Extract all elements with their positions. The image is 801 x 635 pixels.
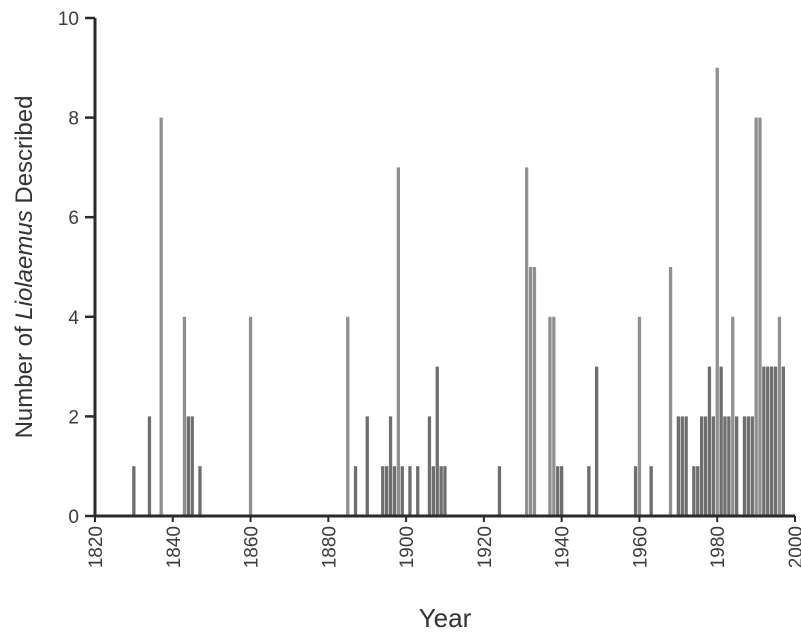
x-tick-label-1840: 1840 xyxy=(164,526,185,568)
y-tick-label-6: 6 xyxy=(68,208,79,229)
bar-1837-2 xyxy=(159,117,163,516)
bar-1997-63 xyxy=(781,366,785,516)
bar-1977-44 xyxy=(703,416,708,516)
x-tick-label-1820: 1820 xyxy=(86,526,107,568)
bar-1971-39 xyxy=(680,416,684,516)
x-tick-label-1900: 1900 xyxy=(397,526,418,568)
y-axis-title: Number of Liolaemus Described xyxy=(11,96,38,439)
bar-1974-41 xyxy=(692,466,696,516)
bar-1897-14 xyxy=(392,466,397,516)
bar-1908-21 xyxy=(435,366,439,516)
x-tick-label-1920: 1920 xyxy=(475,526,496,568)
bar-1960-35 xyxy=(637,316,642,516)
y-tick-label-8: 8 xyxy=(68,109,79,130)
bar-1844-4 xyxy=(186,416,190,516)
bar-1899-16 xyxy=(400,466,404,516)
bar-1834-1 xyxy=(147,416,152,516)
y-axis-title-part-1: Number of xyxy=(11,320,38,439)
bar-1989-55 xyxy=(750,416,754,516)
bar-1982-49 xyxy=(723,416,727,516)
bar-1903-18 xyxy=(416,466,420,516)
bar-1988-54 xyxy=(746,416,750,516)
x-tick-label-1980: 1980 xyxy=(708,526,729,568)
bar-1972-40 xyxy=(684,416,688,516)
bar-1901-17 xyxy=(408,466,412,516)
y-tick-label-2: 2 xyxy=(68,407,79,428)
bar-1932-26 xyxy=(528,267,533,516)
bar-1898-15 xyxy=(396,167,400,516)
bar-1939-30 xyxy=(556,466,560,516)
bar-1931-25 xyxy=(525,167,529,516)
bar-1938-29 xyxy=(552,316,556,516)
bar-1887-9 xyxy=(353,466,358,516)
y-tick-label-10: 10 xyxy=(58,9,79,30)
bar-1894-11 xyxy=(381,466,385,516)
bar-1847-6 xyxy=(198,466,202,516)
bar-1910-23 xyxy=(443,466,447,516)
tick-labels: 0 2 4 6 8 10 1820 1840 1860 1880 1900 1920 1940 1960 1… xyxy=(58,9,801,568)
bar-1980-47 xyxy=(715,67,719,517)
bar-1992-58 xyxy=(762,366,766,516)
bar-1959-34 xyxy=(633,466,638,516)
bar-1994-60 xyxy=(770,366,774,516)
x-tick-label-1860: 1860 xyxy=(242,526,263,568)
x-tick-label-1880: 1880 xyxy=(319,526,340,568)
bar-1995-61 xyxy=(773,366,778,516)
bar-1970-38 xyxy=(676,416,680,516)
bar-1909-22 xyxy=(439,466,443,516)
bar-1895-12 xyxy=(385,466,389,516)
bar-1978-45 xyxy=(707,366,712,516)
bar-1885-8 xyxy=(346,316,350,516)
bar-1987-53 xyxy=(742,416,747,516)
bar-1860-7 xyxy=(248,316,253,516)
bar-1907-20 xyxy=(431,466,435,516)
bar-1896-13 xyxy=(388,416,393,516)
bar-1940-31 xyxy=(560,466,564,516)
bar-1979-46 xyxy=(711,416,715,516)
bar-1843-3 xyxy=(182,316,187,516)
bar-1984-51 xyxy=(731,316,735,516)
axes xyxy=(85,16,796,522)
bar-1975-42 xyxy=(696,466,700,516)
y-tick-label-0: 0 xyxy=(68,507,79,528)
y-axis-title-part-2: Liolaemus xyxy=(11,210,38,319)
bars-layer xyxy=(132,67,785,517)
bar-1924-24 xyxy=(497,466,502,516)
bar-1933-27 xyxy=(532,267,537,516)
y-tick-label-4: 4 xyxy=(68,308,79,329)
y-axis-title-part-3: Described xyxy=(11,96,38,211)
bar-1947-32 xyxy=(587,466,591,516)
bar-1906-19 xyxy=(427,416,432,516)
bar-1985-52 xyxy=(735,416,739,516)
x-tick-label-1960: 1960 xyxy=(630,526,651,568)
bar-1990-56 xyxy=(754,117,758,516)
bar-1949-33 xyxy=(595,366,599,516)
bar-1983-50 xyxy=(727,416,731,516)
bar-1830-0 xyxy=(132,466,136,516)
bar-1890-10 xyxy=(365,416,369,516)
bar-1993-59 xyxy=(766,366,770,516)
x-tick-label-2000: 2000 xyxy=(786,526,801,568)
bar-1976-43 xyxy=(700,416,704,516)
bar-1963-36 xyxy=(649,466,653,516)
bar-1845-5 xyxy=(190,416,194,516)
x-tick-label-1940: 1940 xyxy=(553,526,574,568)
bar-1981-48 xyxy=(719,366,723,516)
bar-1996-62 xyxy=(777,316,782,516)
x-axis-title: Year xyxy=(419,603,472,633)
bar-1937-28 xyxy=(548,316,552,516)
bar-1968-37 xyxy=(668,267,673,516)
bar-1991-57 xyxy=(758,117,762,516)
